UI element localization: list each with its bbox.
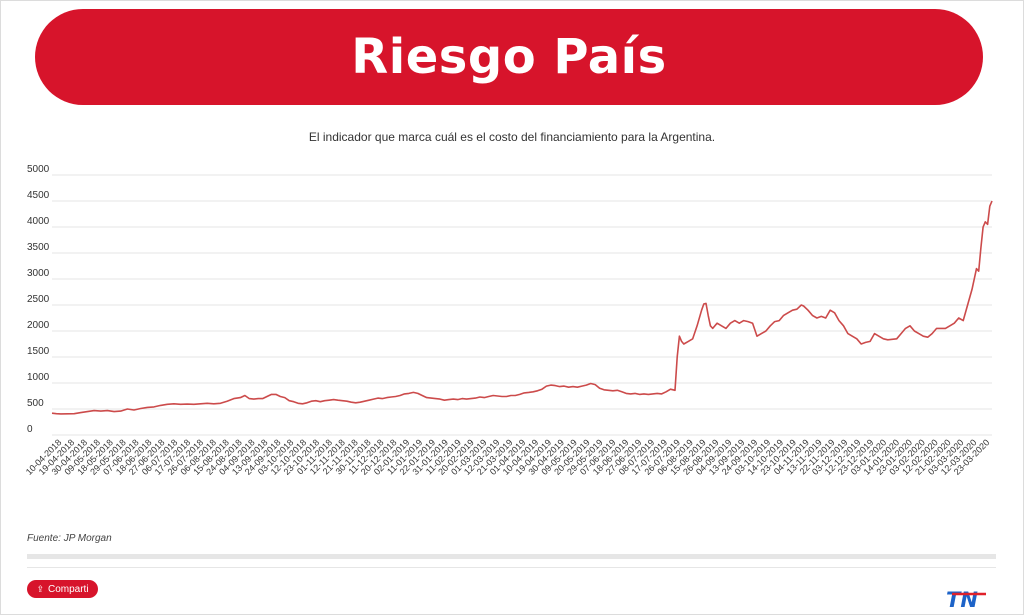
title-banner: Riesgo País	[35, 9, 983, 105]
y-tick-label: 5000	[27, 164, 50, 175]
y-tick-label: 0	[27, 424, 33, 435]
y-tick-label: 3500	[27, 242, 50, 253]
share-label: Comparti	[47, 583, 89, 595]
divider-bar	[27, 554, 996, 559]
page-title: Riesgo País	[351, 29, 667, 85]
y-tick-label: 2000	[27, 320, 50, 331]
line-chart: 0 500 1000 1500 2000 2500 3000 3500 4000 4500 5000…	[24, 164, 993, 477]
share-button[interactable]: ⇪ Comparti	[27, 580, 98, 598]
y-tick-label: 500	[27, 398, 44, 409]
y-tick-label: 2500	[27, 294, 50, 305]
y-tick-label: 1000	[27, 372, 50, 383]
y-tick-label: 1500	[27, 346, 50, 357]
source-note: Fuente: JP Morgan	[27, 533, 112, 544]
tn-logo: TN	[946, 588, 986, 610]
series-line	[51, 200, 993, 415]
divider-line	[27, 567, 996, 568]
tn-logo-text: TN	[946, 588, 978, 610]
share-icon: ⇪	[36, 583, 44, 594]
y-tick-label: 4000	[27, 216, 50, 227]
y-tick-label: 4500	[27, 190, 50, 201]
chart-subtitle: El indicador que marca cuál es el costo …	[308, 130, 716, 144]
y-tick-label: 3000	[27, 268, 50, 279]
